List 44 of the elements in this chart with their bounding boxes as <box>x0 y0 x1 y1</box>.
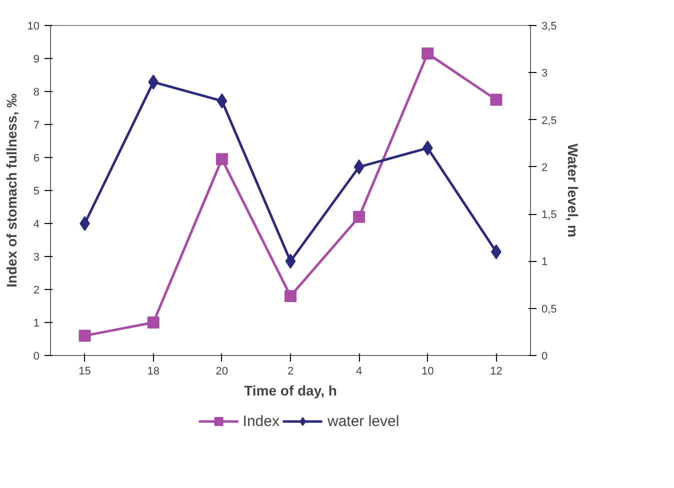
y2-tick-label: 3 <box>542 68 548 80</box>
x-tick-label: 18 <box>147 366 160 378</box>
point <box>353 210 366 223</box>
x-tick-label: 20 <box>216 366 228 378</box>
point <box>284 290 296 302</box>
y-tick-label: 7 <box>33 120 40 132</box>
y-tick-label: 9 <box>33 54 40 66</box>
y-tick-label: 0 <box>33 350 40 362</box>
y2-tick-label: 2,5 <box>542 114 557 127</box>
x-axis-title: Time of day, h <box>244 382 337 398</box>
point <box>147 316 160 328</box>
y-tick-label: 4 <box>33 218 40 230</box>
point <box>78 330 91 342</box>
y2-tick-label: 1,5 <box>542 209 557 222</box>
point <box>354 159 364 174</box>
point <box>216 93 228 108</box>
y2-tick-label: 0 <box>542 350 548 362</box>
y-tick-label: 3 <box>33 252 40 264</box>
point <box>422 140 433 156</box>
point <box>422 48 434 60</box>
y-tick-label: 1 <box>33 318 40 330</box>
y2-tick-label: 1 <box>542 256 548 268</box>
point <box>216 153 228 166</box>
y-tick-label: 10 <box>27 20 40 32</box>
x-tick-label: 15 <box>78 366 91 378</box>
y-tick-label: 8 <box>33 86 40 98</box>
point <box>80 216 90 231</box>
y-axis-title: Index of stomach fullness, ‰ <box>3 94 20 288</box>
y2-tick-label: 2 <box>542 162 548 174</box>
y-tick-label: 5 <box>33 186 40 198</box>
y-tick-label: 6 <box>33 152 40 164</box>
x-tick-label: 4 <box>356 366 362 378</box>
point <box>490 94 502 106</box>
x-tick-label: 2 <box>287 366 294 378</box>
legend-label: Index <box>242 412 280 430</box>
x-tick-label: 10 <box>422 366 434 378</box>
y-tick-label: 2 <box>33 284 40 296</box>
legend-label: water level <box>328 412 400 430</box>
y2-tick-label: 0,5 <box>542 303 557 316</box>
point <box>285 254 296 269</box>
point <box>148 74 159 90</box>
x-tick-label: 12 <box>490 366 502 378</box>
y2-axis-title: Water level, m <box>564 144 581 238</box>
y2-tick-label: 3,5 <box>542 20 557 32</box>
